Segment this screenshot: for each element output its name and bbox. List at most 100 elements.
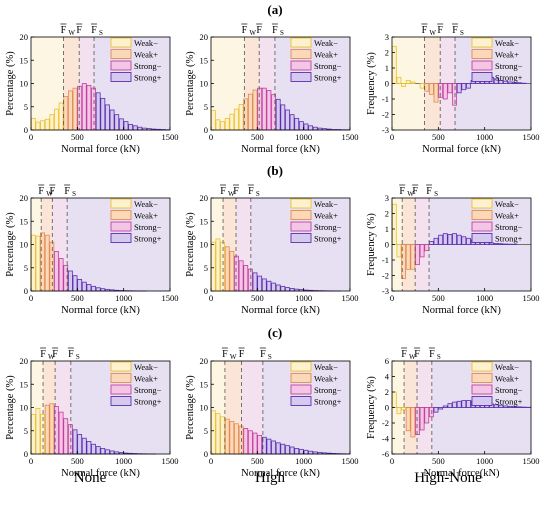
legend-label: Strong+ bbox=[495, 397, 523, 407]
y-tick-label: 0 bbox=[24, 286, 28, 296]
legend-label: Strong− bbox=[134, 385, 162, 395]
y-tick-label: -1 bbox=[382, 94, 389, 104]
bar bbox=[289, 446, 295, 455]
bar bbox=[257, 275, 263, 292]
threshold-label-text: F bbox=[222, 349, 228, 360]
legend-label: Weak+ bbox=[134, 374, 158, 384]
legend-label: Weak− bbox=[314, 362, 338, 372]
threshold-label: F bbox=[437, 23, 443, 36]
bar bbox=[215, 413, 221, 455]
threshold-label: F bbox=[414, 347, 420, 360]
legend-swatch bbox=[110, 373, 132, 383]
y-tick-label: 5 bbox=[24, 263, 28, 273]
bar bbox=[210, 110, 216, 131]
bar bbox=[503, 80, 508, 84]
x-tick-label: 1000 bbox=[115, 456, 132, 466]
threshold-label: F bbox=[76, 23, 82, 36]
bar bbox=[91, 87, 96, 131]
legend-label: Strong− bbox=[134, 61, 162, 71]
bar bbox=[95, 446, 101, 455]
row-label-b: (b) bbox=[267, 163, 283, 178]
y-tick-label: 0 bbox=[204, 286, 208, 296]
x-axis-title: Normal force (kN) bbox=[61, 468, 140, 479]
bar bbox=[415, 244, 420, 266]
bar bbox=[63, 96, 69, 131]
x-tick-label: 1000 bbox=[115, 132, 132, 142]
x-tick-label: 500 bbox=[71, 293, 84, 303]
bar bbox=[447, 403, 453, 408]
bar bbox=[247, 93, 253, 131]
x-tick-label: 1500 bbox=[342, 293, 359, 303]
legend-swatch bbox=[471, 72, 493, 82]
x-axis-title: Normal force (kN) bbox=[241, 144, 320, 155]
bar bbox=[280, 443, 286, 455]
x-axis-title: Normal force (kN) bbox=[422, 305, 501, 316]
y-tick-label: 20 bbox=[200, 356, 209, 366]
threshold-label: F bbox=[49, 184, 56, 197]
bar bbox=[312, 126, 318, 131]
bar bbox=[275, 442, 281, 455]
threshold-label-text: F bbox=[272, 25, 278, 36]
legend-label: Weak− bbox=[495, 199, 519, 209]
legend-label: Weak+ bbox=[134, 50, 158, 60]
bar bbox=[517, 406, 522, 408]
bar bbox=[215, 238, 221, 292]
legend-swatch bbox=[290, 221, 312, 232]
y-tick-label: 20 bbox=[20, 32, 29, 42]
x-tick-label: 1000 bbox=[295, 293, 312, 303]
threshold-label-text: F bbox=[239, 349, 245, 360]
bar bbox=[91, 285, 96, 292]
threshold-label-subscript: W bbox=[68, 29, 75, 37]
bar bbox=[298, 448, 304, 455]
bar bbox=[493, 243, 499, 245]
y-tick-label: 0 bbox=[204, 449, 208, 459]
bar bbox=[257, 434, 263, 455]
bar bbox=[243, 265, 249, 292]
legend-swatch bbox=[110, 384, 132, 395]
y-tick-label: -3 bbox=[382, 286, 389, 296]
legend-swatch bbox=[110, 198, 132, 209]
y-tick-label: 4 bbox=[385, 372, 390, 382]
bar bbox=[224, 418, 230, 455]
bar bbox=[419, 244, 425, 258]
y-tick-label: 2 bbox=[385, 48, 389, 58]
threshold-label-subscript: W bbox=[409, 353, 416, 361]
bar bbox=[105, 449, 110, 455]
legend-label: Strong− bbox=[314, 61, 342, 71]
y-tick-label: 0 bbox=[24, 449, 28, 459]
x-axis-title: Normal force (kN) bbox=[241, 468, 320, 479]
bar bbox=[456, 400, 462, 408]
bar bbox=[35, 235, 41, 292]
y-tick-label: -2 bbox=[382, 110, 389, 120]
y-tick-label: -2 bbox=[382, 271, 389, 281]
bar bbox=[391, 45, 397, 84]
threshold-label-text: F bbox=[437, 25, 443, 36]
legend-label: Strong+ bbox=[314, 73, 342, 83]
threshold-label-text: F bbox=[233, 186, 239, 197]
threshold-label: F bbox=[233, 184, 239, 197]
y-tick-label: 1 bbox=[385, 63, 389, 73]
legend-swatch bbox=[471, 233, 493, 243]
bar bbox=[512, 406, 518, 408]
bar bbox=[35, 121, 41, 131]
y-tick-label: 15 bbox=[200, 379, 209, 389]
bar bbox=[67, 90, 73, 131]
bar bbox=[35, 408, 41, 455]
y-tick-label: 0 bbox=[204, 125, 208, 135]
threshold-label-text: F bbox=[429, 349, 435, 360]
y-tick-label: 10 bbox=[20, 79, 29, 89]
legend-swatch bbox=[471, 210, 493, 220]
threshold-label-text: F bbox=[426, 186, 432, 197]
legend-swatch bbox=[290, 373, 312, 383]
bar bbox=[54, 108, 59, 131]
y-tick-label: 15 bbox=[20, 216, 29, 226]
legend-swatch bbox=[110, 210, 132, 220]
x-tick-label: 1500 bbox=[342, 132, 359, 142]
bar bbox=[405, 244, 411, 270]
x-axis-title: Normal force(kN) bbox=[423, 468, 500, 479]
y-axis-title: Percentage (%) bbox=[5, 51, 16, 116]
bar bbox=[517, 82, 522, 84]
